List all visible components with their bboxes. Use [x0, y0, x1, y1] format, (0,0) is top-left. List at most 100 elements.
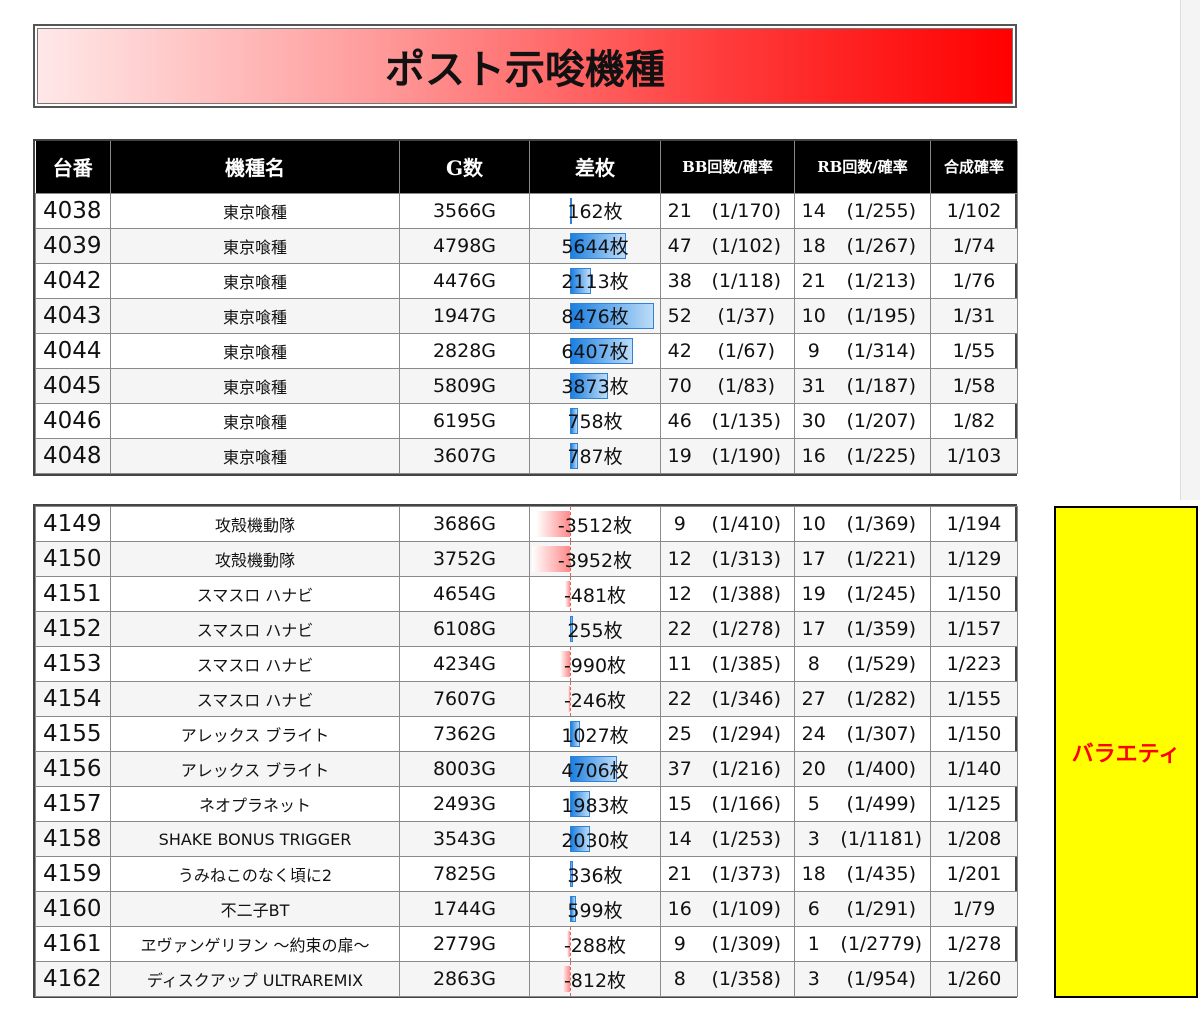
rb-rate: (1/255): [832, 192, 931, 229]
difference-bar: [567, 686, 570, 712]
table-row: 4038 東京喰種 3566G 162枚 21 (1/170) 14 (1/255) 1/102: [35, 192, 1018, 229]
data-table-2: 4149 攻殻機動隊 3686G -3512枚 9 (1/410) 10 (1/369) 1/1…: [35, 506, 1018, 997]
machine-name: 東京喰種: [110, 192, 400, 229]
game-count: 6195G: [399, 402, 530, 439]
difference-bar: [570, 721, 581, 747]
combined-rate: 1/74: [930, 227, 1018, 264]
difference-cell: 255枚: [529, 611, 661, 647]
combined-rate: 1/155: [930, 681, 1018, 717]
rb-count: 18: [794, 227, 833, 264]
difference-bar: [570, 442, 578, 469]
table-row: 4153 スマスロ ハナビ 4234G -990枚 11 (1/385) 8 (1/529) 1…: [35, 646, 1018, 682]
combined-rate: 1/55: [930, 332, 1018, 369]
table-row: 4046 東京喰種 6195G 758枚 46 (1/135) 30 (1/207) 1/82: [35, 402, 1018, 439]
table-row: 4154 スマスロ ハナビ 7607G -246枚 22 (1/346) 27 (1/282)…: [35, 681, 1018, 717]
rb-rate: (1/529): [832, 646, 931, 682]
rb-rate: (1/245): [832, 576, 931, 612]
table-row: 4158 SHAKE BONUS TRIGGER 3543G 2030枚 14 (1/25…: [35, 821, 1018, 857]
table-row: 4152 スマスロ ハナビ 6108G 255枚 22 (1/278) 17 (1/359) 1…: [35, 611, 1018, 647]
difference-bar: [570, 896, 576, 922]
difference-value: -288枚: [563, 934, 627, 957]
game-count: 5809G: [399, 367, 530, 404]
game-count: 4798G: [399, 227, 530, 264]
machine-number: 4156: [35, 751, 111, 787]
machine-name: スマスロ ハナビ: [110, 646, 400, 682]
rb-rate: (1/207): [832, 402, 931, 439]
combined-rate: 1/201: [930, 856, 1018, 892]
bb-count: 12: [660, 576, 699, 612]
difference-cell: 599枚: [529, 891, 661, 927]
game-count: 6108G: [399, 611, 530, 647]
machine-name: SHAKE BONUS TRIGGER: [110, 821, 400, 857]
machine-number: 4038: [35, 192, 111, 229]
machine-number: 4046: [35, 402, 111, 439]
bb-count: 25: [660, 716, 699, 752]
difference-cell: 336枚: [529, 856, 661, 892]
combined-rate: 1/58: [930, 367, 1018, 404]
bb-count: 14: [660, 821, 699, 857]
difference-value: 336枚: [567, 864, 623, 887]
difference-cell: 5644枚: [529, 227, 661, 264]
difference-value: 758枚: [567, 411, 623, 434]
bb-count: 12: [660, 541, 699, 577]
zero-axis-line: [570, 962, 571, 996]
difference-value: 1983枚: [561, 794, 629, 817]
machine-name: ヱヴァンゲリヲン ～約束の扉～: [110, 926, 400, 962]
machine-name: ネオプラネット: [110, 786, 400, 822]
bb-count: 15: [660, 786, 699, 822]
combined-rate: 1/208: [930, 821, 1018, 857]
game-count: 8003G: [399, 751, 530, 787]
combined-rate: 1/31: [930, 297, 1018, 334]
combined-rate: 1/82: [930, 402, 1018, 439]
rb-count: 19: [794, 576, 833, 612]
machine-number: 4155: [35, 716, 111, 752]
difference-cell: -990枚: [529, 646, 661, 682]
rb-count: 27: [794, 681, 833, 717]
header-rb: RB回数/確率: [794, 141, 931, 193]
rb-rate: (1/314): [832, 332, 931, 369]
machine-number: 4151: [35, 576, 111, 612]
machine-number: 4161: [35, 926, 111, 962]
rb-rate: (1/221): [832, 541, 931, 577]
difference-bar: [567, 931, 570, 957]
bb-rate: (1/166): [698, 786, 795, 822]
bb-count: 11: [660, 646, 699, 682]
bb-count: 22: [660, 611, 699, 647]
game-count: 7825G: [399, 856, 530, 892]
machine-number: 4048: [35, 437, 111, 475]
rb-count: 18: [794, 856, 833, 892]
difference-value: 2030枚: [561, 829, 629, 852]
page-title: ポスト示唆機種: [37, 28, 1013, 104]
game-count: 3752G: [399, 541, 530, 577]
rb-count: 10: [794, 506, 833, 542]
title-banner: ポスト示唆機種: [33, 24, 1017, 108]
machine-number: 4149: [35, 506, 111, 542]
table-row: 4159 うみねこのなく頃に2 7825G 336枚 21 (1/373) 18 (1/435…: [35, 856, 1018, 892]
rb-count: 24: [794, 716, 833, 752]
combined-rate: 1/125: [930, 786, 1018, 822]
difference-cell: 162枚: [529, 192, 661, 229]
difference-cell: 787枚: [529, 437, 661, 475]
difference-bar: [536, 511, 570, 537]
machine-number: 4044: [35, 332, 111, 369]
machine-name: アレックス ブライト: [110, 751, 400, 787]
rb-count: 17: [794, 611, 833, 647]
difference-bar: [570, 267, 591, 294]
difference-value: -246枚: [563, 689, 627, 712]
machine-number: 4162: [35, 961, 111, 997]
difference-cell: 2113枚: [529, 262, 661, 299]
bb-count: 52: [660, 297, 699, 334]
rb-count: 30: [794, 402, 833, 439]
machine-number: 4152: [35, 611, 111, 647]
difference-cell: 1983枚: [529, 786, 661, 822]
game-count: 4234G: [399, 646, 530, 682]
game-count: 1744G: [399, 891, 530, 927]
bb-rate: (1/346): [698, 681, 795, 717]
difference-bar: [532, 546, 570, 572]
rb-count: 8: [794, 646, 833, 682]
rb-rate: (1/954): [832, 961, 931, 997]
difference-bar: [570, 616, 573, 642]
difference-cell: 4706枚: [529, 751, 661, 787]
machine-number: 4157: [35, 786, 111, 822]
difference-bar: [570, 232, 626, 259]
